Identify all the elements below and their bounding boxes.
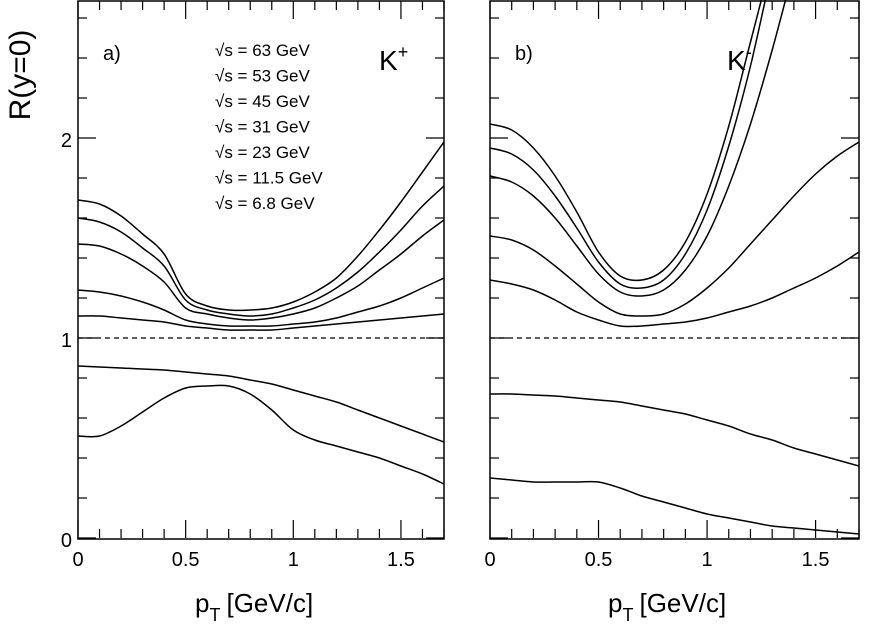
y-tick-label: 0 [61,530,72,552]
legend-entry: √s = 31 GeV [215,118,311,137]
legend-entry: √s = 53 GeV [215,67,311,86]
particle-label-a: K+ [379,42,408,76]
x-axis-title-b: pT [GeV/c] [608,588,726,625]
series-line-b-4 [490,251,859,328]
x-title-main-b: p [608,588,622,618]
x-tick-label-b: 0.5 [585,549,613,571]
legend-entry: √s = 6.8 GeV [215,194,315,213]
y-tick-label: 1 [61,330,72,352]
series-line-a-6 [78,384,444,485]
frame-b [489,0,860,540]
ticks-a: 0 0.5 1 1.5 0 1 2 [61,1,445,571]
frame-a [77,0,445,540]
x-tick-label-a: 0.5 [172,549,200,571]
legend-entry: √s = 23 GeV [215,143,311,162]
ticks-b: 0 0.5 1 1.5 [484,1,860,571]
panel-b: 0 0.5 1 1.5 b) K- pT [GeV/c] [484,0,860,625]
panel-label-b: b) [515,43,533,65]
x-title-sub-b: T [622,605,633,625]
x-tick-label-a: 0 [72,549,83,571]
series-line-b-3 [490,141,859,317]
panel-a: 0 0.5 1 1.5 0 1 2 a) K+ √s = 63 GeV √s = 53 GeV… [61,0,445,625]
series-line-a-1 [78,185,444,317]
x-axis-title-a: pT [GeV/c] [195,588,313,625]
series-line-a-5 [78,365,444,443]
curves-b [490,0,859,535]
x-tick-label-b: 1.5 [802,549,830,571]
series-line-a-3 [78,277,444,327]
charge-a: + [398,42,409,62]
y-axis-title: R(y=0) [4,30,37,121]
series-line-b-1 [490,0,767,290]
curves-a [78,141,444,485]
legend: √s = 63 GeV √s = 53 GeV √s = 45 GeV √s = 31… [215,41,323,213]
particle-label-b: K- [727,42,752,76]
charge-b: - [746,42,752,62]
series-line-b-5 [490,393,859,467]
x-title-main-a: p [195,588,209,618]
x-tick-label-b: 0 [484,549,495,571]
x-tick-label-a: 1 [288,549,299,571]
x-title-unit-b: [GeV/c] [639,588,726,618]
series-line-a-2 [78,219,444,321]
x-title-unit-a: [GeV/c] [226,588,313,618]
x-tick-label-a: 1.5 [387,549,415,571]
legend-entry: √s = 63 GeV [215,41,311,60]
series-line-b-2 [490,0,787,297]
x-tick-label-b: 1 [701,549,712,571]
series-line-b-6 [490,477,859,535]
particle-b: K [727,45,746,76]
panel-label-a: a) [103,43,121,65]
legend-entry: √s = 45 GeV [215,92,311,111]
particle-a: K [379,45,398,76]
series-line-b-0 [490,0,763,282]
series-line-a-0 [78,141,444,312]
legend-entry: √s = 11.5 GeV [215,169,323,188]
series-line-a-4 [78,313,444,331]
y-tick-label: 2 [61,130,72,152]
x-title-sub-a: T [209,605,220,625]
